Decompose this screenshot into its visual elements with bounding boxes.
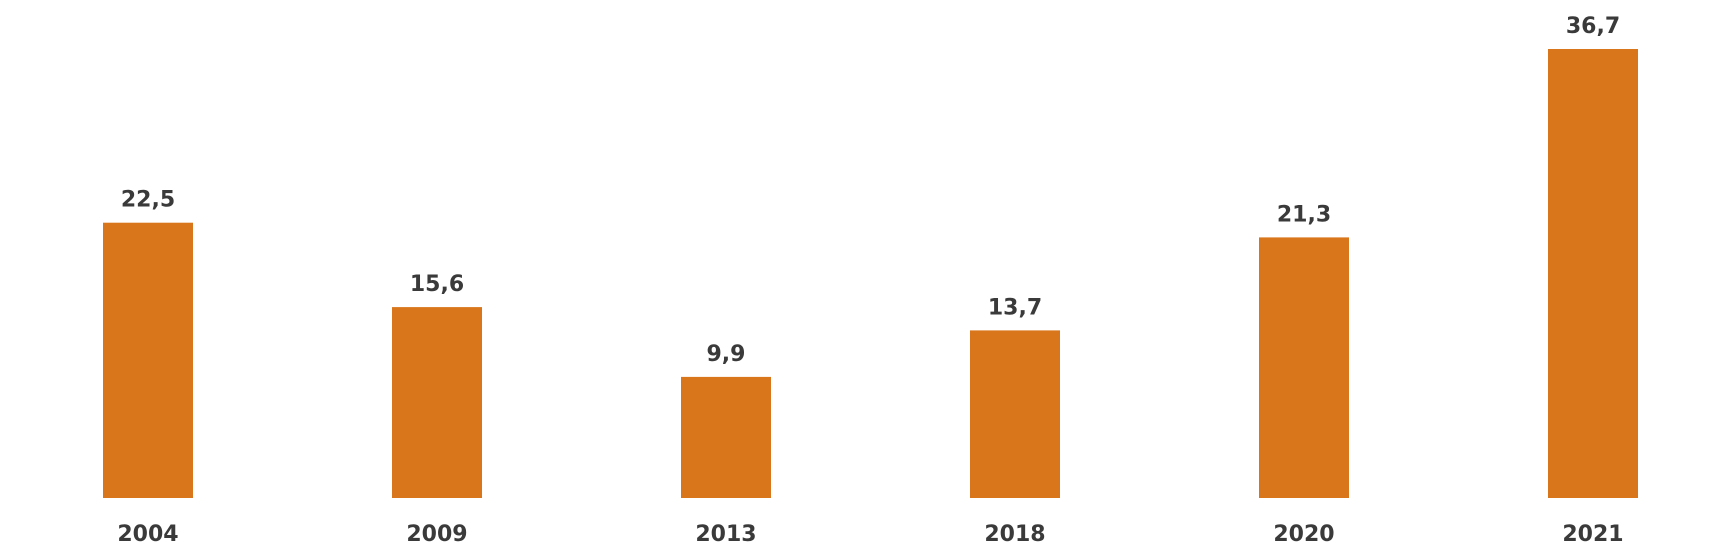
value-label-2021: 36,7 [1566,14,1620,39]
bar-2004 [103,222,193,498]
bar-2009 [392,307,482,498]
value-label-2004: 22,5 [121,188,175,213]
x-tick-label-2020: 2020 [1273,522,1334,547]
value-label-2009: 15,6 [410,272,464,297]
value-label-2013: 9,9 [707,342,746,367]
bar-2013 [681,376,771,498]
x-tick-label-2009: 2009 [406,522,467,547]
x-axis-tick-labels: 2004 2009 2013 2018 2020 2021 [117,522,1623,547]
x-tick-label-2004: 2004 [117,522,178,547]
value-label-2018: 13,7 [988,295,1042,320]
x-tick-label-2018: 2018 [984,522,1045,547]
bars-group [103,49,1638,498]
x-tick-label-2021: 2021 [1562,522,1623,547]
bar-2021 [1548,49,1638,498]
bar-2020 [1259,237,1349,498]
value-label-2020: 21,3 [1277,202,1331,227]
x-tick-label-2013: 2013 [695,522,756,547]
value-labels-group: 22,5 15,6 9,9 13,7 21,3 36,7 [121,14,1620,367]
bar-2018 [970,330,1060,498]
